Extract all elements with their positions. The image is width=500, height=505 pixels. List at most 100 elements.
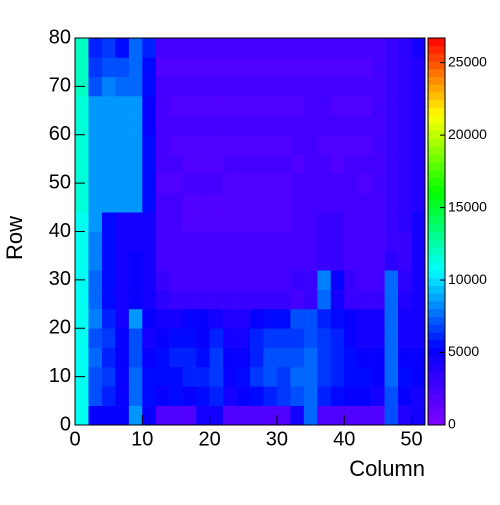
cell [115,250,130,271]
cell [223,57,237,77]
cell [371,173,385,194]
colorbar-segment [428,231,445,240]
cell [344,134,358,155]
cell [142,250,157,271]
cell [411,328,426,348]
cell [75,192,89,213]
cell [303,405,318,426]
colorbar-frame [427,37,446,426]
cell [115,308,130,329]
cell [236,173,251,194]
cell [384,96,399,116]
cell [155,270,170,290]
cell [236,289,251,310]
cell [236,250,251,271]
cell [142,38,157,58]
cell [371,38,385,58]
colorbar-segment [428,208,445,217]
cell [330,250,345,271]
cell [398,57,412,77]
colorbar-segment [428,239,445,248]
cell [344,405,358,426]
cell [88,115,103,136]
cell [169,366,183,387]
cell [128,96,143,116]
cell [196,405,210,426]
cell [357,115,372,136]
colorbar-segment [428,45,445,54]
cell [384,405,399,426]
cell [411,38,426,58]
cell [330,96,345,116]
cell [128,366,143,387]
cell [263,386,278,406]
cell [142,328,157,348]
cell [155,366,170,387]
cell [263,289,278,310]
colorbar-segment [428,293,445,302]
cell [276,386,291,406]
cell [317,347,332,368]
x-tick-label: 50 [400,428,422,450]
cell [398,250,412,271]
cell [411,366,426,387]
cell [276,405,291,426]
cell [236,366,251,387]
cell [263,115,278,136]
cell [330,212,345,232]
cell [371,57,385,77]
cell [182,328,197,348]
colorbar-segment [428,370,445,379]
cell [75,115,89,136]
colorbar-segment [428,200,445,209]
colorbar-segment [428,355,445,364]
cell [344,192,358,213]
cell [223,308,237,329]
cell [209,96,224,116]
cell [75,212,89,232]
cell [371,347,385,368]
cell [317,270,332,290]
cell [236,76,251,97]
cell [263,347,278,368]
y-tick-label: 50 [49,171,71,193]
cell [344,270,358,290]
cell [303,154,318,174]
cell [357,76,372,97]
cell [290,250,305,271]
cell [357,192,372,213]
cell [169,328,183,348]
cell [236,115,251,136]
cell [357,57,372,77]
cell [223,270,237,290]
cell [223,328,237,348]
cell [411,308,426,329]
cell [384,192,399,213]
cell [115,57,130,77]
cell [317,405,332,426]
cell [276,212,291,232]
cell [209,115,224,136]
cell [196,134,210,155]
cell [290,386,305,406]
cell [250,57,264,77]
cell [250,308,264,329]
cell [317,38,332,58]
cell [398,38,412,58]
cell [101,289,116,310]
colorbar-segment [428,76,445,85]
cell [263,173,278,194]
cell [250,38,264,58]
cell [182,405,197,426]
cell [75,328,89,348]
cell [398,134,412,155]
cell [263,308,278,329]
cell [371,192,385,213]
cell [357,308,372,329]
cell [317,386,332,406]
cell [169,96,183,116]
cell [88,212,103,232]
cell [155,231,170,252]
cell [115,405,130,426]
